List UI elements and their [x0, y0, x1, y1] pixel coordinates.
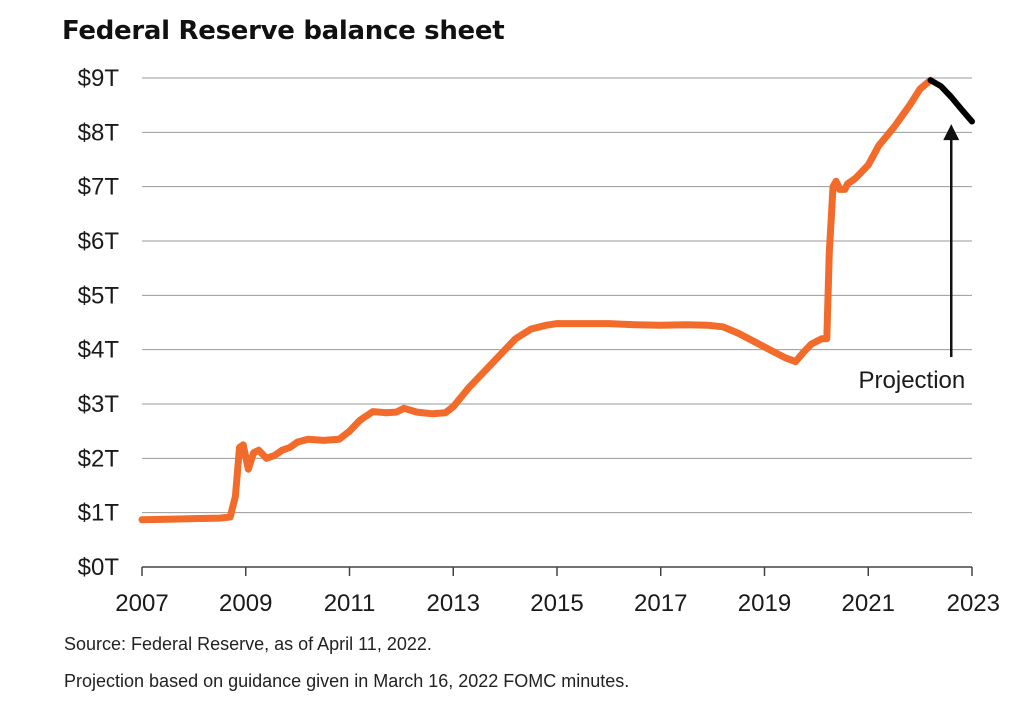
y-tick-label: $1T — [78, 500, 120, 527]
series-lines — [138, 76, 975, 524]
y-axis-ticks: $0T $1T $2T $3T $4T $5T $6T $7T $8T $9T — [78, 65, 120, 581]
x-tick-label: 2007 — [115, 590, 168, 617]
gridlines — [142, 77, 972, 568]
source-note: Source: Federal Reserve, as of April 11,… — [64, 634, 432, 654]
chart-title: Federal Reserve balance sheet — [62, 16, 505, 46]
y-tick-label: $3T — [78, 391, 120, 418]
y-tick-label: $0T — [78, 554, 120, 581]
y-tick-label: $7T — [78, 174, 120, 201]
balance-sheet-series-line — [138, 76, 934, 524]
x-tick-label: 2015 — [530, 590, 583, 617]
x-tick-label: 2011 — [324, 590, 376, 617]
y-tick-label: $9T — [78, 65, 120, 92]
y-tick-label: $6T — [78, 228, 120, 255]
y-tick-label: $8T — [78, 119, 120, 146]
y-tick-label: $2T — [78, 445, 120, 472]
x-tick-label: 2019 — [738, 590, 791, 617]
y-tick-label: $5T — [78, 282, 120, 309]
projection-arrowhead — [943, 124, 960, 141]
projection-series-line — [927, 77, 975, 125]
projection-note: Projection based on guidance given in Ma… — [64, 671, 630, 691]
projection-annotation-label: Projection — [859, 367, 966, 394]
annotations: Projection — [859, 124, 966, 394]
x-axis-ticks: 2007 2009 2011 2013 2015 2017 2019 2021 2023 — [115, 567, 1000, 617]
x-tick-label: 2013 — [427, 590, 480, 617]
x-tick-label: 2017 — [634, 590, 687, 617]
y-tick-label: $4T — [78, 337, 120, 364]
x-tick-label: 2009 — [219, 590, 272, 617]
x-tick-label: 2021 — [842, 590, 895, 617]
x-tick-label: 2023 — [947, 590, 1000, 617]
